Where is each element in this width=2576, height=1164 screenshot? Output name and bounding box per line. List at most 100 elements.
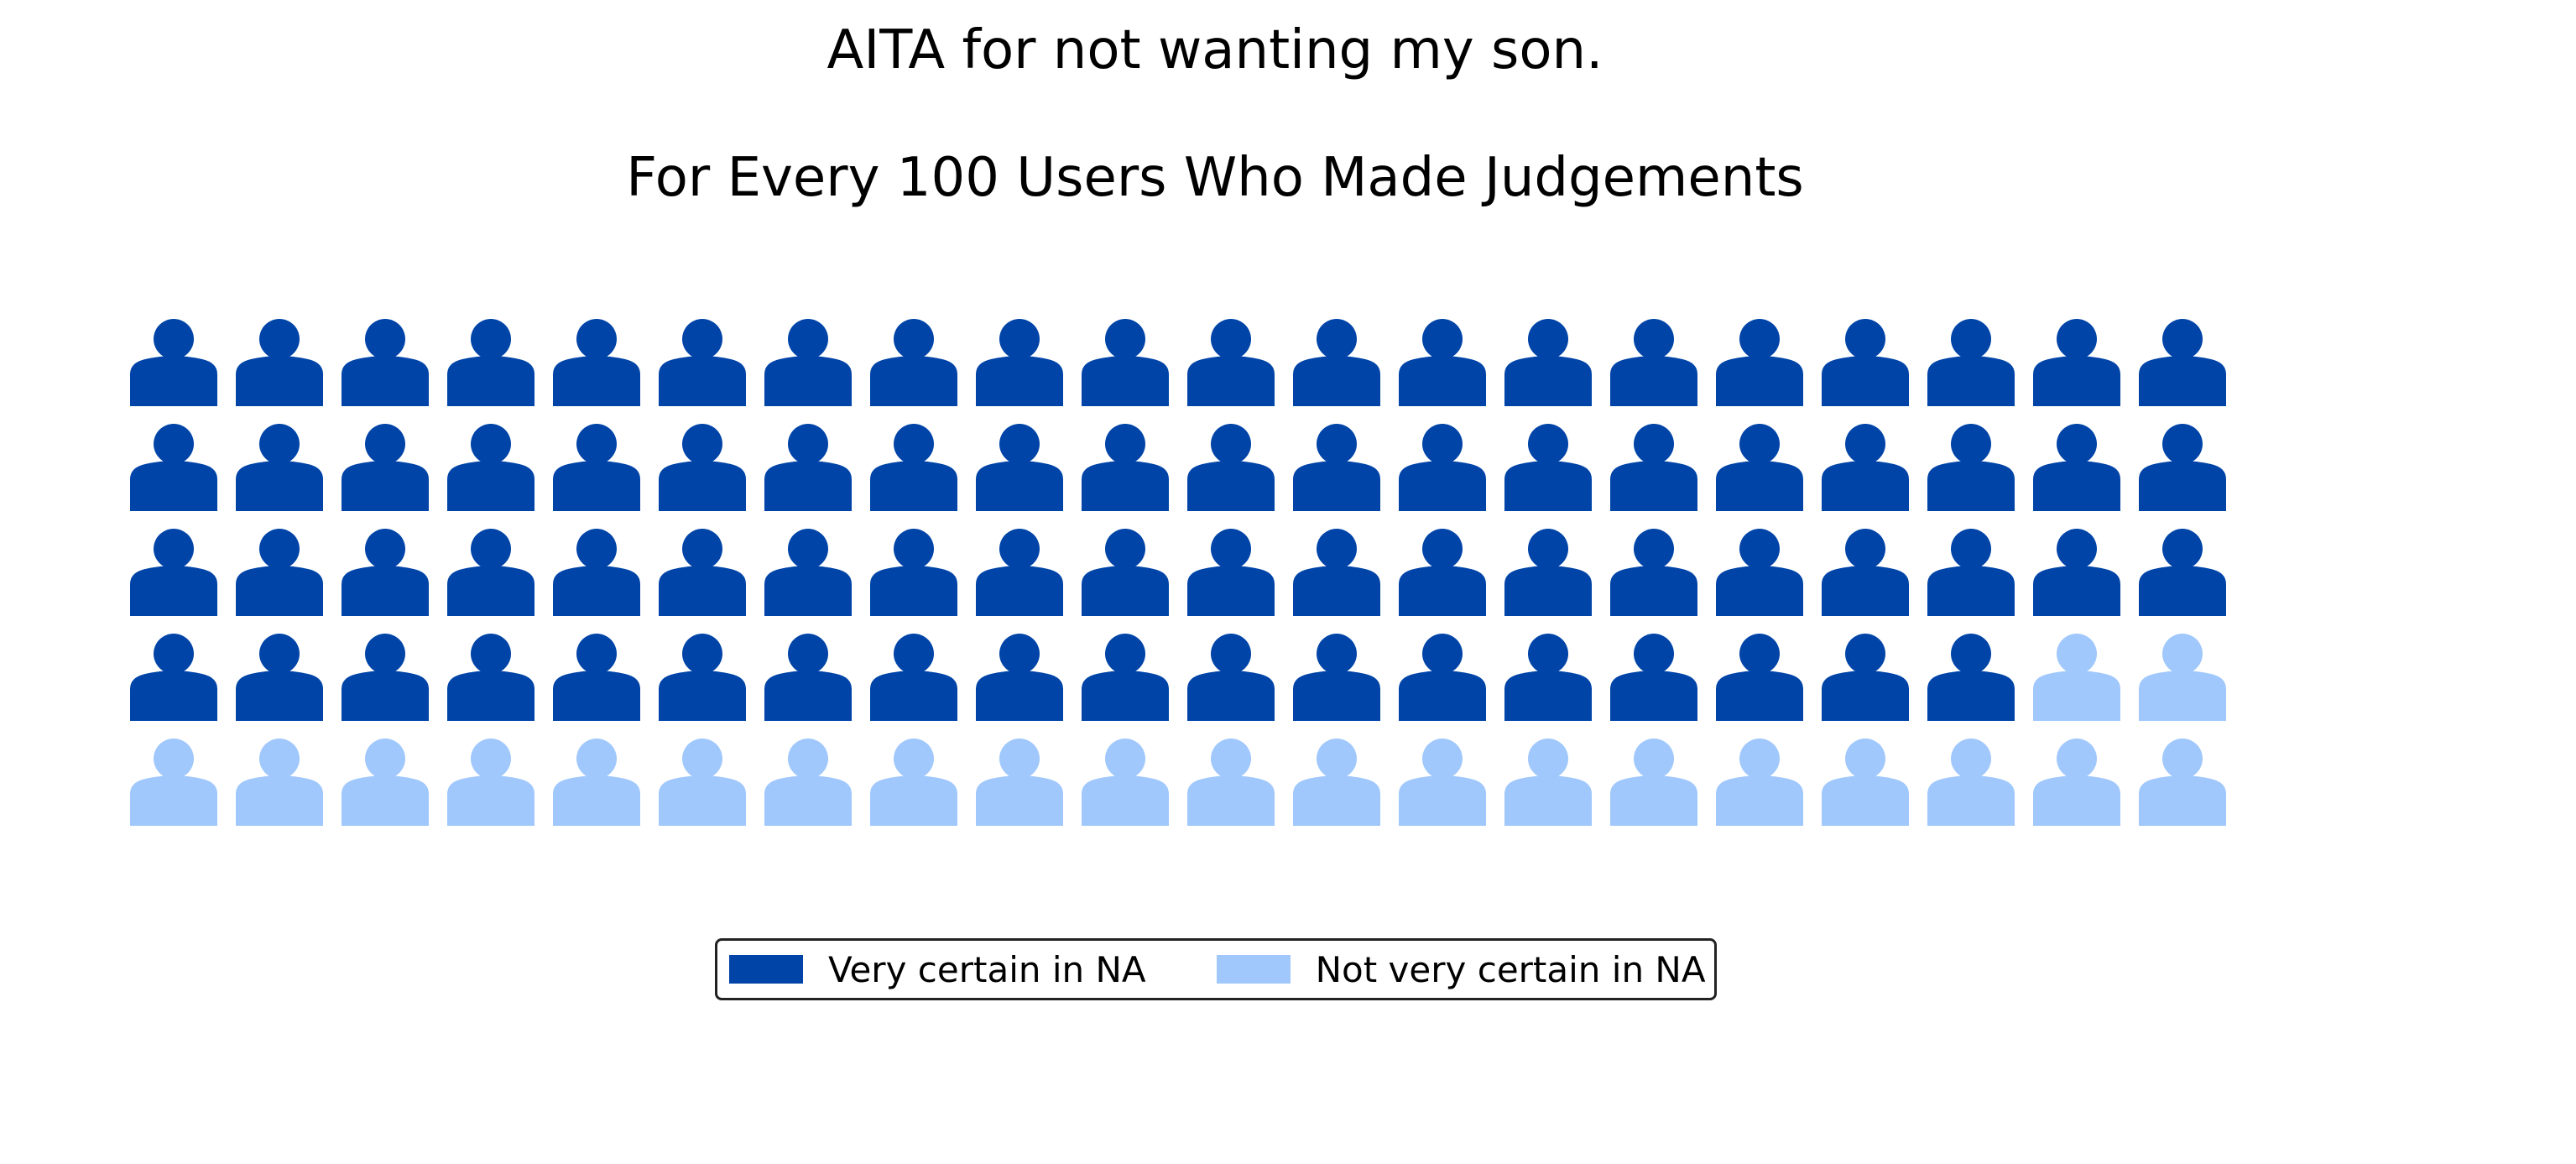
- person-icon: [659, 319, 746, 406]
- person-icon: [659, 529, 746, 616]
- person-icon: [1082, 319, 1169, 406]
- person-icon: [553, 424, 640, 511]
- person-icon: [447, 424, 534, 511]
- person-icon: [1927, 634, 2015, 721]
- person-icon: [2139, 529, 2226, 616]
- person-icon: [870, 424, 957, 511]
- person-icon: [2139, 319, 2226, 406]
- person-icon: [1927, 739, 2015, 826]
- person-icon: [1822, 319, 1909, 406]
- person-icon: [553, 529, 640, 616]
- person-icon: [1504, 634, 1592, 721]
- person-icon: [1504, 739, 1592, 826]
- person-icon: [236, 319, 323, 406]
- legend-swatch-not-very-certain: [1216, 955, 1291, 984]
- person-icon: [342, 634, 429, 721]
- legend-item-not-very-certain: Not very certain in NA: [1216, 948, 1706, 990]
- person-icon: [447, 529, 534, 616]
- person-icon: [1399, 739, 1486, 826]
- person-icon: [764, 424, 852, 511]
- person-icon: [447, 319, 534, 406]
- legend-swatch-very-certain: [729, 955, 803, 984]
- person-icon: [870, 529, 957, 616]
- person-icon: [1610, 529, 1697, 616]
- person-icon: [1293, 739, 1380, 826]
- person-icon: [342, 424, 429, 511]
- person-icon: [1610, 739, 1697, 826]
- person-icon: [553, 319, 640, 406]
- person-icon: [2033, 529, 2120, 616]
- legend-item-very-certain: Very certain in NA: [729, 949, 1146, 990]
- person-icon: [2033, 634, 2120, 721]
- person-icon: [976, 529, 1063, 616]
- person-icon: [1610, 424, 1697, 511]
- person-icon: [236, 634, 323, 721]
- person-icon: [1293, 424, 1380, 511]
- person-icon: [1082, 529, 1169, 616]
- person-icon: [1399, 424, 1486, 511]
- person-icon: [1187, 424, 1275, 511]
- person-icon: [1927, 529, 2015, 616]
- person-icon: [236, 424, 323, 511]
- person-icon: [764, 634, 852, 721]
- person-icon: [1187, 529, 1275, 616]
- person-icon: [1399, 319, 1486, 406]
- person-icon: [659, 739, 746, 826]
- person-icon: [1716, 319, 1803, 406]
- person-icon: [764, 739, 852, 826]
- person-icon: [236, 529, 323, 616]
- person-icon: [1716, 739, 1803, 826]
- person-icon: [764, 319, 852, 406]
- person-icon: [1082, 739, 1169, 826]
- person-icon: [1716, 529, 1803, 616]
- person-icon: [447, 739, 534, 826]
- person-icon: [1822, 739, 1909, 826]
- person-icon: [2139, 424, 2226, 511]
- person-icon: [2139, 739, 2226, 826]
- person-icon: [236, 739, 323, 826]
- person-icon: [764, 529, 852, 616]
- person-icon: [342, 319, 429, 406]
- person-icon: [130, 319, 217, 406]
- person-icon: [342, 739, 429, 826]
- legend-label-very-certain: Very certain in NA: [828, 948, 1146, 990]
- person-icon: [976, 739, 1063, 826]
- person-icon: [130, 424, 217, 511]
- person-icon: [447, 634, 534, 721]
- person-icon: [342, 529, 429, 616]
- person-icon: [2033, 739, 2120, 826]
- person-icon: [1927, 319, 2015, 406]
- person-icon: [1187, 319, 1275, 406]
- person-icon: [870, 739, 957, 826]
- person-icon: [1822, 424, 1909, 511]
- person-icon: [1927, 424, 2015, 511]
- person-icon: [1082, 424, 1169, 511]
- legend-label-not-very-certain: Not very certain in NA: [1315, 948, 1706, 990]
- person-icon: [976, 634, 1063, 721]
- person-icon: [1399, 634, 1486, 721]
- person-icon: [2139, 634, 2226, 721]
- person-icon: [1716, 634, 1803, 721]
- person-icon: [870, 634, 957, 721]
- person-icon: [130, 529, 217, 616]
- person-icon: [1504, 424, 1592, 511]
- person-icon: [1293, 529, 1380, 616]
- person-icon: [1610, 319, 1697, 406]
- person-icon: [1716, 424, 1803, 511]
- chart-subtitle: For Every 100 Users Who Made Judgements: [626, 147, 1804, 209]
- person-icon: [659, 424, 746, 511]
- person-icon: [1082, 634, 1169, 721]
- person-icon: [870, 319, 957, 406]
- person-icon: [1293, 634, 1380, 721]
- person-icon: [553, 739, 640, 826]
- person-icon: [1187, 634, 1275, 721]
- chart-legend: Very certain in NA Not very certain in N…: [715, 938, 1717, 1000]
- person-icon: [130, 739, 217, 826]
- person-icon: [2033, 319, 2120, 406]
- person-icon: [1399, 529, 1486, 616]
- person-icon: [2033, 424, 2120, 511]
- person-icon: [1822, 529, 1909, 616]
- person-icon: [976, 319, 1063, 406]
- person-icon: [1293, 319, 1380, 406]
- person-icon: [659, 634, 746, 721]
